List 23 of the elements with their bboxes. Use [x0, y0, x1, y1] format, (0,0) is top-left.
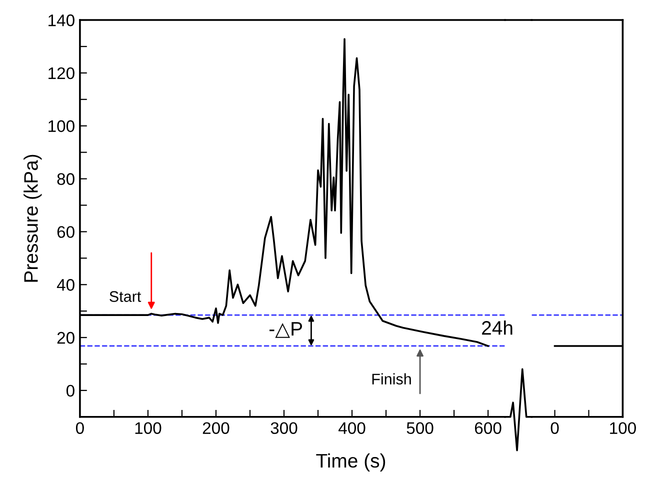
y-tick-label: 80	[57, 173, 74, 185]
y-tick-label: 60	[57, 226, 74, 238]
x-tick-label: 100	[135, 422, 162, 434]
x-tick-label: 100	[610, 422, 636, 434]
y-tick-label: 20	[57, 332, 74, 344]
annotation: Finish	[372, 373, 411, 384]
x-tick-label: 600	[474, 422, 502, 434]
y-tick-label: 100	[48, 120, 74, 132]
y-tick-label: 40	[56, 279, 74, 291]
x-tick-label: 0	[76, 422, 84, 434]
y-axis-title: Pressure (kPa)	[24, 154, 42, 282]
annotation: -△P	[270, 322, 302, 338]
y-tick-label: 0	[66, 384, 74, 397]
x-tick-label: 200	[202, 422, 230, 434]
x-tick-label: 500	[406, 422, 434, 434]
annotation: Start	[110, 291, 142, 302]
annotation: 24h	[482, 320, 512, 335]
x-tick-label: 300	[270, 422, 298, 434]
y-tick-label: 120	[48, 67, 74, 80]
x-tick-label: 0	[550, 422, 559, 434]
x-axis-title: Time (s)	[316, 453, 386, 472]
y-tick-label: 140	[48, 14, 74, 26]
x-tick-label: 400	[338, 422, 366, 434]
